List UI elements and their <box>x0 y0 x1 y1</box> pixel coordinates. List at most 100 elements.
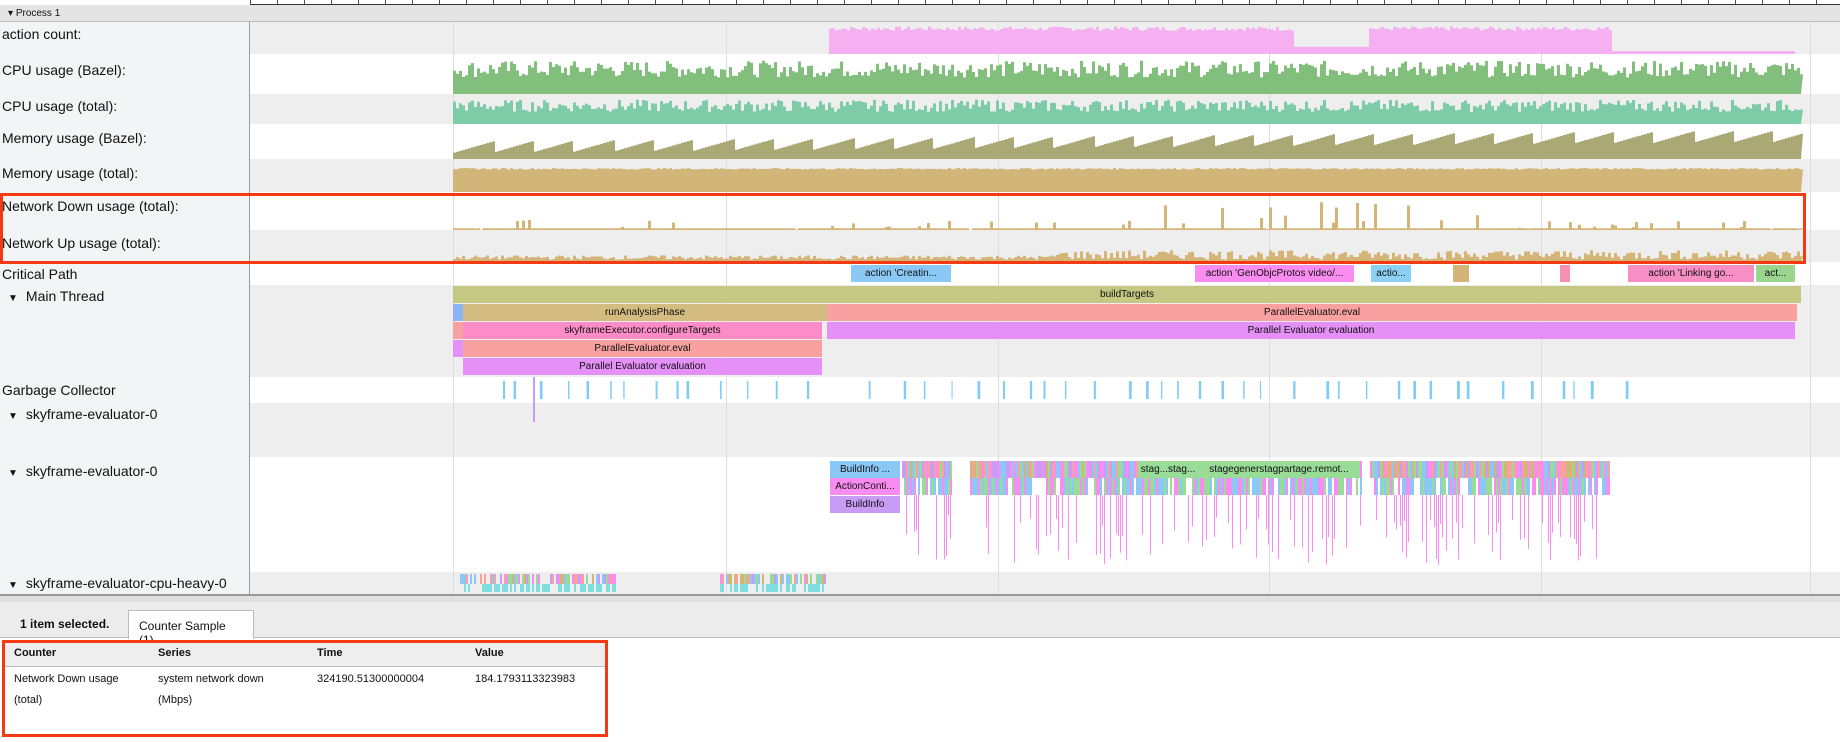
gc-event[interactable] <box>1221 381 1224 399</box>
event[interactable] <box>818 584 820 592</box>
event[interactable] <box>1350 478 1352 495</box>
event[interactable] <box>974 461 976 478</box>
event[interactable] <box>1286 478 1288 495</box>
event[interactable] <box>1480 461 1482 478</box>
event[interactable] <box>1542 461 1544 478</box>
gc-event[interactable] <box>1003 381 1005 399</box>
event[interactable] <box>460 574 462 584</box>
gc-event[interactable] <box>1243 381 1245 399</box>
event[interactable] <box>1454 461 1456 478</box>
event[interactable] <box>614 574 616 584</box>
event[interactable] <box>1138 478 1140 495</box>
event[interactable] <box>1142 478 1144 495</box>
event[interactable] <box>1566 461 1568 478</box>
event[interactable] <box>598 584 600 592</box>
event[interactable] <box>1278 478 1280 495</box>
event[interactable] <box>780 584 782 592</box>
event[interactable] <box>1214 478 1216 495</box>
gc-event[interactable] <box>747 381 749 399</box>
event[interactable] <box>726 574 728 584</box>
event[interactable] <box>1266 495 1267 530</box>
event[interactable] <box>1210 478 1212 495</box>
event[interactable] <box>1360 495 1361 526</box>
event[interactable] <box>740 584 742 592</box>
gc-event[interactable] <box>1198 381 1202 399</box>
event[interactable] <box>1230 478 1232 495</box>
event[interactable] <box>1122 495 1123 537</box>
event[interactable] <box>1240 495 1241 545</box>
event[interactable] <box>1580 478 1582 495</box>
event[interactable] <box>1468 478 1470 495</box>
event[interactable] <box>990 461 992 478</box>
event[interactable] <box>1510 478 1512 495</box>
event[interactable] <box>936 461 938 478</box>
event[interactable] <box>1598 461 1600 478</box>
gc-event[interactable] <box>1064 381 1067 399</box>
event[interactable] <box>786 584 788 592</box>
event[interactable] <box>1308 495 1309 563</box>
event[interactable] <box>1488 478 1490 495</box>
event[interactable] <box>1100 478 1102 495</box>
event[interactable] <box>808 584 810 592</box>
event[interactable] <box>1534 478 1536 495</box>
event[interactable] <box>1434 495 1435 528</box>
event[interactable] <box>1194 478 1196 495</box>
event[interactable] <box>1198 478 1200 495</box>
event[interactable] <box>782 574 784 584</box>
event[interactable] <box>598 574 600 584</box>
event[interactable] <box>498 584 500 592</box>
gc-event[interactable] <box>806 381 810 399</box>
tab-counter-sample[interactable]: Counter Sample (1) <box>128 610 254 647</box>
event[interactable] <box>1228 478 1230 495</box>
event[interactable] <box>1178 478 1180 495</box>
event[interactable] <box>1548 478 1550 495</box>
event[interactable] <box>1548 495 1549 544</box>
event[interactable] <box>1480 478 1482 495</box>
event[interactable] <box>1282 478 1284 495</box>
event[interactable] <box>610 574 612 584</box>
expand-icon[interactable]: ▼ <box>8 411 18 422</box>
event[interactable] <box>804 584 806 592</box>
expand-icon[interactable]: ▼ <box>8 580 18 591</box>
event[interactable] <box>1270 478 1272 495</box>
event[interactable] <box>1268 478 1270 495</box>
event[interactable] <box>1300 478 1302 495</box>
gc-event[interactable] <box>1259 381 1262 399</box>
header-value[interactable]: Value <box>475 647 504 659</box>
event[interactable] <box>904 461 906 478</box>
event[interactable] <box>486 584 488 592</box>
event[interactable] <box>1418 461 1420 478</box>
event[interactable] <box>1416 461 1418 478</box>
event[interactable] <box>560 584 562 592</box>
counter-area-0[interactable] <box>829 26 1795 54</box>
event[interactable] <box>514 574 516 584</box>
event[interactable] <box>1488 461 1490 478</box>
event[interactable] <box>1046 461 1048 478</box>
event[interactable] <box>1486 478 1488 495</box>
slice-buildinfo[interactable]: BuildInfo ... <box>830 461 900 478</box>
event[interactable] <box>730 574 732 584</box>
event[interactable] <box>1240 478 1242 495</box>
event[interactable] <box>1122 478 1124 495</box>
event[interactable] <box>908 461 910 478</box>
event[interactable] <box>490 584 492 592</box>
event[interactable] <box>1522 478 1524 495</box>
event[interactable] <box>1570 495 1571 538</box>
event[interactable] <box>942 461 944 478</box>
event[interactable] <box>1404 478 1406 495</box>
slice-critical[interactable] <box>1453 265 1469 282</box>
event[interactable] <box>1428 461 1430 478</box>
event[interactable] <box>1512 495 1513 520</box>
event[interactable] <box>1228 495 1229 524</box>
event[interactable] <box>1508 478 1510 495</box>
event[interactable] <box>1028 461 1030 478</box>
event[interactable] <box>1326 495 1327 565</box>
event[interactable] <box>1488 495 1489 535</box>
event[interactable] <box>590 584 592 592</box>
event[interactable] <box>918 478 920 495</box>
event[interactable] <box>1386 461 1388 478</box>
event[interactable] <box>1458 478 1460 495</box>
event[interactable] <box>1408 495 1409 542</box>
event[interactable] <box>1114 478 1116 495</box>
event[interactable] <box>1384 461 1386 478</box>
